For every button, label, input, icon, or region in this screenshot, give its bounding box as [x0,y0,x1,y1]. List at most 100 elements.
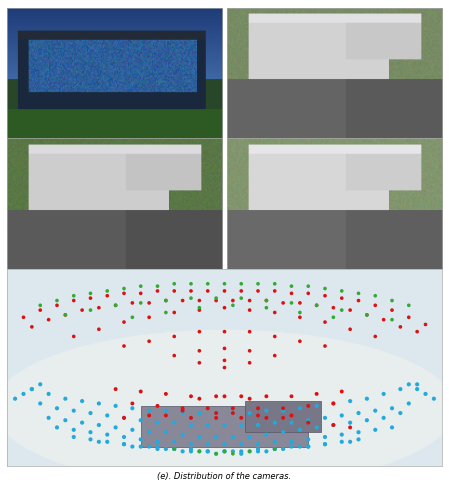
Point [330,400,337,407]
FancyBboxPatch shape [246,401,321,432]
Point [263,406,270,414]
Point [87,409,94,417]
Point [95,304,102,312]
Point [246,394,253,402]
Point [422,390,429,398]
Point [79,418,86,426]
Point [238,450,245,458]
Point [179,409,186,417]
Point [137,436,144,444]
Point [372,406,379,414]
Point [263,304,270,312]
Point [338,430,345,438]
Point [388,296,396,304]
Point [196,448,203,456]
Point [321,414,329,422]
Point [187,440,194,448]
Point [120,284,128,292]
Point [28,385,35,393]
Point [414,385,421,393]
Point [62,394,69,402]
X-axis label: (a). Rolls Royce building (https://www.purdue.edu/uns/).: (a). Rolls Royce building (https://www.p… [15,141,213,148]
Point [20,314,27,322]
Point [288,299,295,307]
Point [255,448,262,456]
Point [238,392,245,400]
Point [137,282,144,290]
Point [405,302,412,310]
Point [145,442,153,450]
Point [145,337,153,345]
Point [70,292,77,300]
Point [330,304,337,312]
Point [229,409,237,417]
Point [112,385,119,393]
Point [347,438,354,446]
Point [246,409,253,417]
Point [171,438,178,446]
Point [12,394,19,402]
Point [355,290,362,298]
Point [137,299,144,307]
Point [196,306,203,314]
Point [255,404,262,412]
Point [129,442,136,450]
Point [305,402,312,410]
Point [280,414,287,422]
Point [405,380,412,388]
Point [246,306,253,314]
Point [196,433,203,441]
Point [238,280,245,288]
Point [154,438,161,446]
Point [221,304,228,312]
Point [187,421,194,429]
Point [112,402,119,410]
Point [171,352,178,360]
Point [187,280,194,288]
Point [321,292,329,300]
Point [196,328,203,336]
Point [414,380,421,388]
Point [87,436,94,444]
Point [196,296,203,304]
Point [87,290,94,298]
Point [162,296,169,304]
Point [171,445,178,453]
Point [397,385,404,393]
Point [154,402,161,410]
Point [120,318,128,326]
Point [221,344,228,352]
Point [145,299,153,307]
Point [129,426,136,434]
Point [221,356,228,364]
Point [288,282,295,290]
Point [246,359,253,367]
Point [179,430,186,438]
Point [363,394,370,402]
Ellipse shape [0,330,449,486]
Point [263,296,270,304]
Point [221,364,228,372]
Point [296,426,304,434]
Point [271,418,278,426]
Point [271,287,278,295]
Point [271,445,278,453]
Point [187,294,194,302]
Point [238,421,245,429]
Point [255,445,262,453]
X-axis label: (c). GP_REF.: (c). GP_REF. [92,272,137,281]
Point [229,302,237,310]
Point [305,418,312,426]
Point [229,450,237,458]
FancyBboxPatch shape [141,406,308,446]
Point [45,414,52,422]
Point [70,332,77,340]
Point [380,414,387,422]
Point [271,352,278,360]
Point [171,332,178,340]
Point [305,416,312,424]
Point [179,404,186,412]
Point [171,287,178,295]
Point [271,445,278,453]
Point [321,433,329,441]
